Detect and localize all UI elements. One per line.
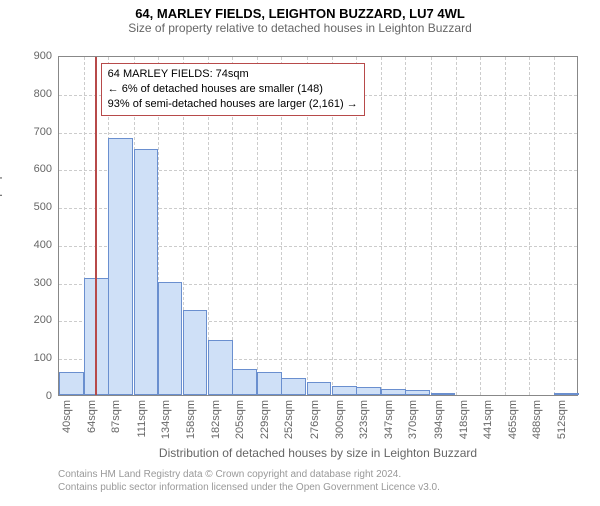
histogram-bar <box>183 310 208 395</box>
histogram-bar <box>281 378 306 395</box>
histogram-bar <box>356 387 381 395</box>
y-tick-label: 900 <box>0 50 52 62</box>
histogram-bar <box>431 393 456 395</box>
x-tick-label: 394sqm <box>433 400 445 439</box>
x-tick-label: 87sqm <box>110 400 122 433</box>
histogram-bar <box>208 340 233 395</box>
annotation-line: 93% of semi-detached houses are larger (… <box>108 97 358 112</box>
page-subtitle: Size of property relative to detached ho… <box>0 21 600 35</box>
y-tick-label: 400 <box>0 239 52 251</box>
y-tick-label: 0 <box>0 390 52 402</box>
x-tick-label: 418sqm <box>458 400 470 439</box>
x-tick-label: 488sqm <box>531 400 543 439</box>
y-tick-label: 600 <box>0 163 52 175</box>
y-tick-label: 100 <box>0 352 52 364</box>
x-tick-label: 40sqm <box>61 400 73 433</box>
histogram-bar <box>232 369 257 395</box>
footer-line: Contains public sector information licen… <box>58 481 440 494</box>
histogram-bar <box>405 390 430 395</box>
x-tick-label: 111sqm <box>136 400 148 438</box>
page-title: 64, MARLEY FIELDS, LEIGHTON BUZZARD, LU7… <box>0 6 600 21</box>
y-tick-label: 200 <box>0 314 52 326</box>
x-tick-label: 300sqm <box>334 400 346 439</box>
x-tick-label: 276sqm <box>309 400 321 439</box>
y-tick-label: 300 <box>0 277 52 289</box>
histogram-bar <box>381 389 406 395</box>
histogram-bar <box>158 282 183 395</box>
x-tick-label: 64sqm <box>86 400 98 433</box>
histogram-bar <box>307 382 332 395</box>
x-tick-label: 465sqm <box>507 400 519 439</box>
histogram-bar <box>59 372 84 395</box>
histogram-bar <box>108 138 133 395</box>
x-tick-label: 182sqm <box>210 400 222 439</box>
annotation-line: ← 6% of detached houses are smaller (148… <box>108 82 358 97</box>
x-tick-label: 252sqm <box>283 400 295 439</box>
annotation-line: 64 MARLEY FIELDS: 74sqm <box>108 67 358 82</box>
reference-line <box>95 57 97 395</box>
y-tick-label: 800 <box>0 88 52 100</box>
x-tick-label: 512sqm <box>556 400 568 439</box>
x-tick-label: 370sqm <box>407 400 419 439</box>
x-tick-label: 441sqm <box>482 400 494 439</box>
x-axis-label: Distribution of detached houses by size … <box>159 446 477 460</box>
y-tick-label: 500 <box>0 201 52 213</box>
histogram-bar <box>134 149 159 395</box>
x-tick-label: 158sqm <box>185 400 197 439</box>
footer-line: Contains HM Land Registry data © Crown c… <box>58 468 440 481</box>
x-tick-label: 323sqm <box>358 400 370 439</box>
x-tick-label: 229sqm <box>259 400 271 439</box>
x-tick-label: 134sqm <box>160 400 172 439</box>
x-tick-label: 347sqm <box>383 400 395 439</box>
y-tick-label: 700 <box>0 126 52 138</box>
histogram-bar <box>257 372 282 395</box>
x-tick-label: 205sqm <box>234 400 246 439</box>
annotation-box: 64 MARLEY FIELDS: 74sqm ← 6% of detached… <box>101 63 365 116</box>
histogram-bar <box>332 386 357 395</box>
footer-attribution: Contains HM Land Registry data © Crown c… <box>58 468 440 494</box>
chart-plot-area: 64 MARLEY FIELDS: 74sqm ← 6% of detached… <box>58 56 578 396</box>
histogram-bar <box>554 393 579 395</box>
